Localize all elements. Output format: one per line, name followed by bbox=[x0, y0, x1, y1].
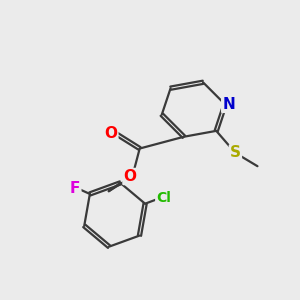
Text: N: N bbox=[222, 97, 235, 112]
Text: O: O bbox=[124, 169, 136, 184]
Text: Cl: Cl bbox=[156, 191, 171, 205]
Text: O: O bbox=[104, 126, 117, 141]
Text: F: F bbox=[70, 181, 80, 196]
Text: S: S bbox=[230, 146, 241, 160]
